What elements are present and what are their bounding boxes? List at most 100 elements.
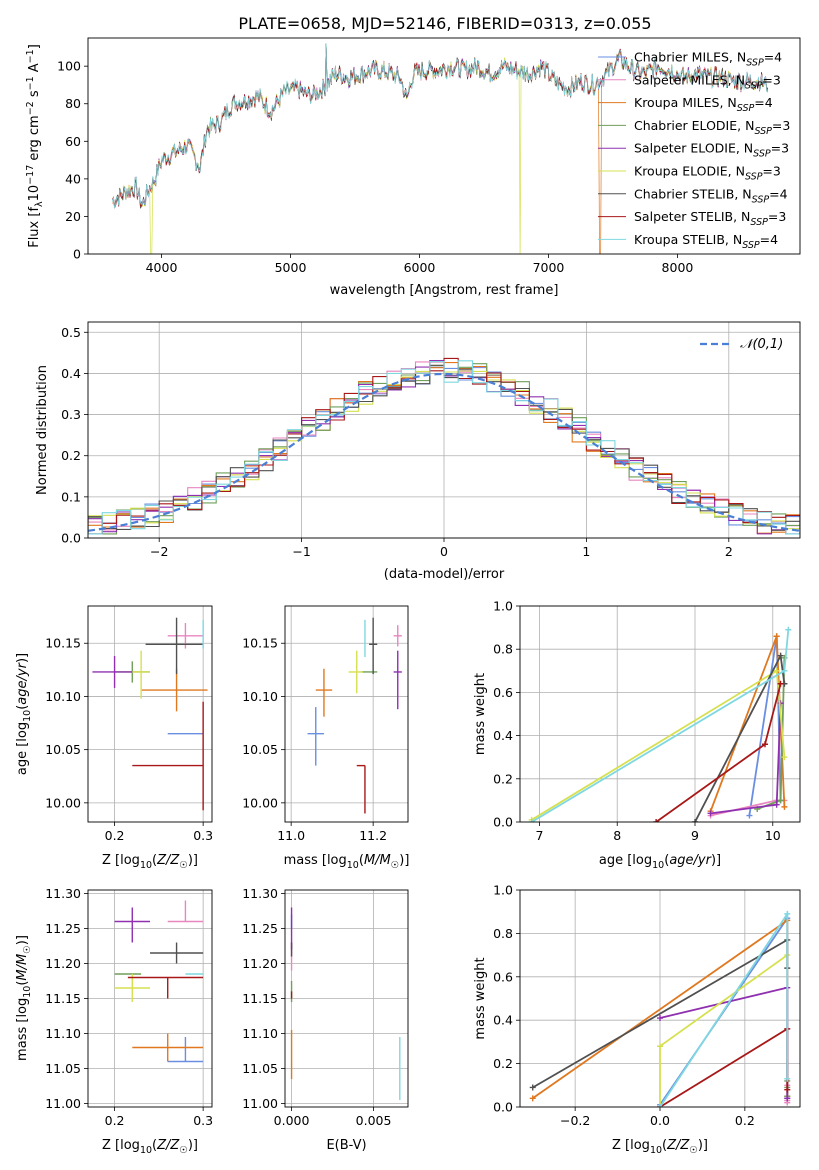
y-tick-label: 11.25 xyxy=(45,921,81,936)
y-tick-label: 11.15 xyxy=(45,991,81,1006)
residuals-axes: −2 −1 0 1 2 0.0 0.1 0.2 0.3 0.4 0.5 𝒩(0,1) (data-mod… xyxy=(35,321,801,582)
mass-weight-marker xyxy=(784,910,791,917)
y-tick-label: 1.0 xyxy=(493,883,513,898)
residuals-plot xyxy=(88,357,800,535)
y-tick-label: 10.15 xyxy=(45,636,81,651)
mass-weight-marker xyxy=(692,819,698,822)
x-tick-label: 0.2 xyxy=(105,828,125,843)
x-tick-label: 0.2 xyxy=(105,1113,125,1128)
mass-weight-line xyxy=(659,986,789,1099)
mass-weight-marker xyxy=(773,633,780,640)
mass-weight-marker xyxy=(777,680,784,687)
legend-entry: Chabrier MILES, NSSP=4 xyxy=(634,50,782,69)
y-tick-label: 10.15 xyxy=(242,636,278,651)
y-tick-label: 0.8 xyxy=(493,642,513,657)
mass_vs_Z-axes: 0.2 0.3 11.00 11.05 11.10 11.15 11.20 11.25 11.3… xyxy=(15,886,213,1156)
y-tick-label: 11.00 xyxy=(45,1096,81,1111)
y-tick-label: 11.15 xyxy=(242,991,278,1006)
y-tick-label: 0.4 xyxy=(61,366,81,381)
x-tick-label: 0.0 xyxy=(650,1113,670,1128)
mass-weight-line xyxy=(655,683,782,822)
y-tick-label: 11.05 xyxy=(242,1061,278,1076)
axes-frame xyxy=(519,889,801,1108)
y-tick-label: 80 xyxy=(65,96,81,111)
legend-entry: Chabrier STELIB, NSSP=4 xyxy=(634,186,788,205)
mass-weight-marker xyxy=(784,1095,791,1102)
spectrum-axes: 4000 5000 6000 7000 8000 0 20 40 60 80 100 waveleng… xyxy=(25,37,801,298)
y-axis-label: mass [log10(M/M☉)] xyxy=(15,935,33,1061)
y-tick-label: 10.10 xyxy=(45,689,81,704)
y-axis-label: Flux [fλ10−17 erg cm−2 s−1 A−1] xyxy=(25,44,45,248)
x-tick-label: 7000 xyxy=(533,260,565,275)
residual-histogram xyxy=(88,360,800,535)
mass-weight-marker xyxy=(777,797,784,804)
y-tick-label: 0.2 xyxy=(61,448,81,463)
y-tick-label: 100 xyxy=(57,59,81,74)
x-tick-label: −0.2 xyxy=(560,1113,590,1128)
spectrum-series-line xyxy=(112,43,769,209)
y-tick-label: 10.05 xyxy=(45,742,81,757)
age_vs_mass-axes: 11.0 11.2 10.00 10.05 10.10 10.15 mass [log10(… xyxy=(242,605,410,871)
mass-weight-marker xyxy=(773,801,780,808)
x-axis-label: Z [log10(Z/Z☉)] xyxy=(102,1138,198,1156)
y-tick-label: 0.6 xyxy=(493,685,513,700)
y-tick-label: 11.10 xyxy=(242,1026,278,1041)
y-tick-label: 0.5 xyxy=(61,325,81,340)
mass-weight-marker xyxy=(529,1084,536,1091)
y-axis-label: mass weight xyxy=(473,673,488,755)
mass_weight_vs_age-plot xyxy=(528,626,792,822)
x-tick-label: 9 xyxy=(691,828,699,843)
y-tick-label: 0.4 xyxy=(493,728,513,743)
age_vs_mass-plot xyxy=(307,617,402,814)
y-tick-label: 10.10 xyxy=(242,689,278,704)
mass-weight-marker xyxy=(777,652,784,659)
x-tick-label: 10 xyxy=(765,828,781,843)
y-tick-label: 0.3 xyxy=(61,407,81,422)
x-axis-label: (data-model)/error xyxy=(384,567,505,582)
mass-weight-marker xyxy=(657,1015,663,1022)
y-tick-label: 20 xyxy=(65,209,81,224)
y-tick-label: 60 xyxy=(65,134,81,149)
mass-weight-marker xyxy=(528,819,535,822)
axes-frame xyxy=(284,889,409,1108)
mass-weight-line xyxy=(531,629,790,822)
y-tick-label: 11.05 xyxy=(45,1061,81,1076)
legend-entry: Kroupa STELIB, NSSP=4 xyxy=(634,232,778,251)
x-tick-label: 11.0 xyxy=(277,828,305,843)
x-tick-label: 0.3 xyxy=(193,828,213,843)
y-tick-label: 1.0 xyxy=(493,599,513,614)
axes-frame xyxy=(87,37,801,255)
x-axis-label: Z [log10(Z/Z☉)] xyxy=(102,853,198,871)
y-axis-label: age [log10(age/yr)] xyxy=(15,653,33,775)
x-tick-label: 4000 xyxy=(146,260,178,275)
x-tick-label: −2 xyxy=(150,544,168,559)
x-tick-label: 7 xyxy=(535,828,543,843)
legend-entry: Kroupa ELODIE, NSSP=3 xyxy=(634,164,781,183)
x-tick-label: 6000 xyxy=(404,260,436,275)
x-tick-label: 0.3 xyxy=(193,1113,213,1128)
y-tick-label: 0.6 xyxy=(493,969,513,984)
y-tick-label: 11.25 xyxy=(242,921,278,936)
x-tick-label: 0 xyxy=(440,544,448,559)
y-tick-label: 0 xyxy=(73,247,81,262)
mass_weight_vs_Z-axes: −0.2 0.0 0.2 0.0 0.2 0.4 0.6 0.8 1.0 Z [log10(Z/Z… xyxy=(473,883,801,1156)
legend-entry: Salpeter MILES, NSSP=3 xyxy=(634,72,781,91)
mass_vs_ebv-axes: 0.000 0.005 11.00 11.05 11.10 11.15 11.20 11.25… xyxy=(242,886,409,1153)
y-tick-label: 10.00 xyxy=(45,795,81,810)
y-tick-label: 10.00 xyxy=(242,795,278,810)
x-axis-label: mass [log10(M/M☉)] xyxy=(284,853,410,871)
mass-weight-line xyxy=(659,1027,789,1107)
mass_vs_ebv-plot xyxy=(290,907,401,1100)
mass-weight-marker xyxy=(781,667,788,674)
y-tick-label: 10.05 xyxy=(242,742,278,757)
mass-weight-line xyxy=(659,910,789,1107)
mass-weight-marker xyxy=(784,1075,791,1082)
mass-weight-marker xyxy=(785,626,792,633)
spectrum-plot xyxy=(112,43,769,254)
y-axis-label: mass weight xyxy=(473,957,488,1039)
y-tick-label: 0.2 xyxy=(493,771,513,786)
mass-weight-line xyxy=(659,954,788,1107)
x-tick-label: 0.2 xyxy=(735,1113,755,1128)
x-axis-label: Z [log10(Z/Z☉)] xyxy=(612,1138,708,1156)
